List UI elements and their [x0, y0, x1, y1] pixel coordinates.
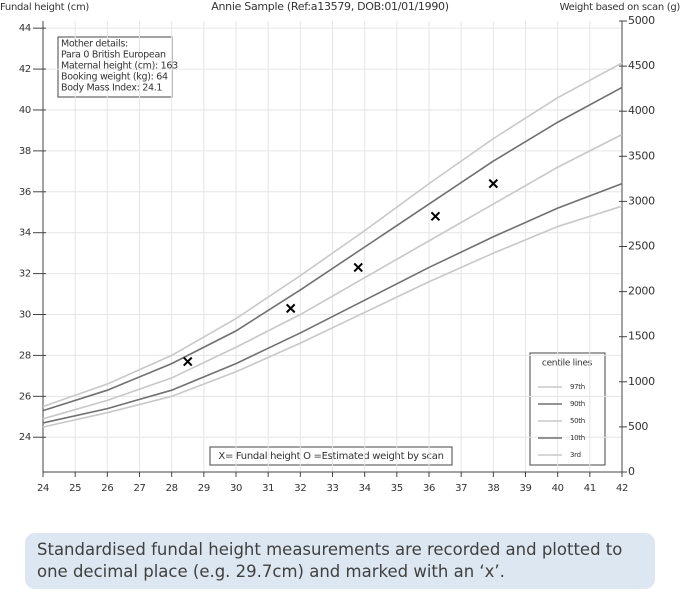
x-tick-label: 41 [584, 483, 596, 494]
mother-detail: Mother details: [61, 39, 128, 50]
x-tick-label: 28 [166, 483, 178, 494]
x-tick-label: 25 [69, 483, 81, 494]
y2-tick-label: 0 [628, 465, 635, 478]
key-text: X= Fundal height O =Estimated weight by … [218, 451, 443, 462]
chart: Fundal height (cm) Annie Sample (Ref:a13… [0, 0, 681, 494]
centile-line [42, 86, 623, 412]
y2-tick-label: 500 [628, 420, 648, 433]
caption: Standardised fundal height measurements … [25, 533, 655, 589]
y-tick-label: 30 [19, 310, 31, 321]
chart-title: Annie Sample (Ref:a13579, DOB:01/01/1990… [211, 0, 448, 13]
x-tick-label: 39 [519, 483, 531, 494]
legend-label: 10th [570, 434, 585, 442]
y2-tick-label: 1500 [628, 330, 655, 343]
y2-tick-label: 4500 [628, 59, 655, 72]
y-tick-label: 38 [19, 146, 31, 157]
y-axis-label: Fundal height (cm) [0, 2, 89, 13]
y-tick-label: 26 [19, 391, 31, 402]
y2-tick-label: 3000 [628, 194, 655, 207]
legend-label: 90th [570, 400, 585, 408]
y2-tick-label: 1000 [628, 375, 655, 388]
x-tick-label: 38 [487, 483, 499, 494]
y2-tick-label: 2500 [628, 240, 655, 253]
mother-details-box [57, 36, 173, 98]
legend-label: 50th [570, 417, 585, 425]
mother-detail: Para 0 British European [61, 50, 166, 61]
mother-detail: Booking weight (kg): 64 [61, 72, 168, 83]
legend-title: centile lines [542, 359, 593, 369]
measurement-x [488, 178, 499, 189]
centile-line [42, 133, 623, 420]
legend-box [529, 352, 606, 466]
x-tick-label: 24 [37, 483, 49, 494]
y-tick-label: 44 [19, 23, 31, 34]
measurement-x [353, 262, 363, 273]
y2-tick-label: 4000 [628, 104, 655, 117]
centile-line [42, 182, 623, 424]
y-tick-label: 36 [19, 187, 31, 198]
x-tick-label: 32 [294, 483, 306, 494]
y2-axis-label: Weight based on scan (g) [560, 2, 681, 13]
legend-label: 97th [570, 383, 585, 391]
centile-line [42, 62, 623, 408]
x-tick-label: 42 [616, 483, 628, 494]
y-tick-label: 40 [19, 105, 31, 116]
measurement-x [285, 303, 296, 314]
measurement-x [183, 356, 193, 367]
x-tick-label: 40 [552, 483, 564, 494]
x-tick-label: 34 [359, 483, 371, 494]
x-tick-label: 30 [230, 483, 242, 494]
x-tick-label: 33 [326, 483, 338, 494]
y-tick-label: 24 [19, 432, 31, 443]
y-tick-label: 42 [19, 64, 31, 75]
mother-detail: Maternal height (cm): 163 [61, 61, 178, 72]
y2-tick-label: 5000 [628, 14, 655, 27]
x-tick-label: 26 [101, 483, 113, 494]
x-tick-label: 35 [391, 483, 403, 494]
x-tick-label: 31 [262, 483, 274, 494]
x-tick-label: 29 [198, 483, 210, 494]
x-tick-label: 36 [423, 483, 435, 494]
key-box [209, 446, 453, 466]
measurement-x [430, 211, 441, 222]
y-tick-label: 28 [19, 350, 31, 361]
y2-tick-label: 3500 [628, 149, 655, 162]
centile-line [42, 205, 623, 428]
mother-detail: Body Mass Index: 24.1 [61, 83, 162, 94]
y-tick-label: 34 [19, 228, 31, 239]
x-tick-label: 27 [133, 483, 145, 494]
x-tick-label: 37 [455, 483, 467, 494]
y-tick-label: 32 [19, 269, 31, 280]
y2-tick-label: 2000 [628, 285, 655, 298]
legend-label: 3rd [570, 451, 581, 459]
